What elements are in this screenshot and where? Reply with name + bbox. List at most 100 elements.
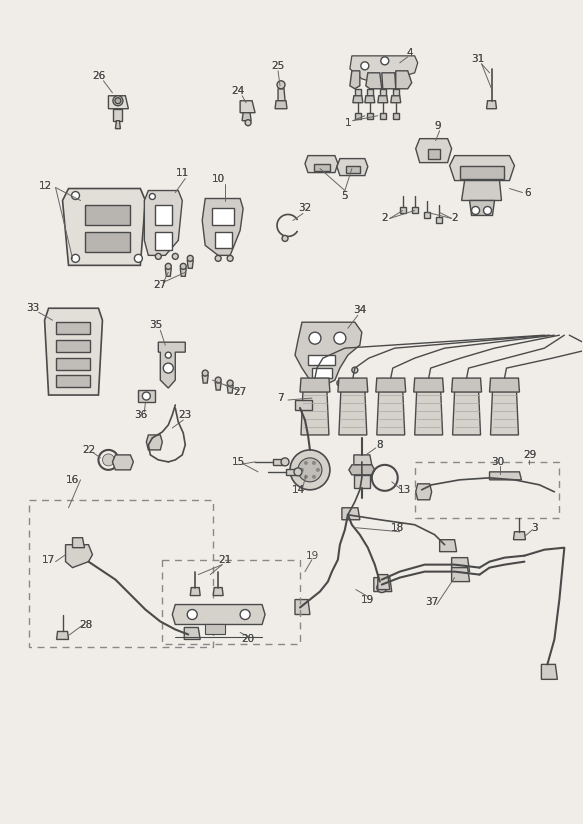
Circle shape	[337, 380, 343, 386]
Circle shape	[72, 255, 79, 262]
Text: 23: 23	[178, 410, 192, 420]
Text: 27: 27	[154, 280, 167, 290]
Text: 32: 32	[298, 204, 311, 213]
Text: 14: 14	[292, 485, 304, 495]
Circle shape	[173, 253, 178, 260]
Polygon shape	[72, 538, 85, 548]
Polygon shape	[415, 390, 442, 435]
Polygon shape	[65, 545, 93, 568]
Text: 26: 26	[92, 71, 105, 81]
Text: 32: 32	[298, 204, 311, 213]
Circle shape	[245, 119, 251, 126]
Polygon shape	[155, 232, 173, 250]
Circle shape	[316, 468, 320, 472]
Text: 15: 15	[231, 456, 245, 467]
Polygon shape	[355, 89, 361, 96]
Polygon shape	[295, 400, 312, 410]
Circle shape	[282, 236, 288, 241]
Polygon shape	[382, 73, 396, 89]
Polygon shape	[354, 475, 370, 488]
Text: 10: 10	[212, 174, 224, 184]
Circle shape	[187, 610, 197, 620]
Polygon shape	[393, 89, 399, 96]
Text: 13: 13	[398, 485, 412, 495]
Polygon shape	[286, 469, 296, 475]
Polygon shape	[378, 96, 388, 103]
Text: 7: 7	[277, 393, 283, 403]
Polygon shape	[393, 113, 399, 119]
Circle shape	[103, 454, 114, 466]
Polygon shape	[240, 101, 255, 113]
Circle shape	[149, 194, 155, 199]
Polygon shape	[55, 340, 90, 352]
Text: 3: 3	[531, 522, 538, 533]
Text: 19: 19	[305, 550, 318, 560]
Circle shape	[215, 255, 221, 261]
Text: 20: 20	[241, 634, 255, 644]
Polygon shape	[187, 260, 193, 269]
Polygon shape	[295, 600, 310, 615]
Text: 2: 2	[451, 213, 458, 223]
Polygon shape	[114, 109, 122, 120]
Circle shape	[155, 253, 161, 260]
Text: 8: 8	[377, 440, 383, 450]
Polygon shape	[300, 378, 330, 392]
Polygon shape	[212, 208, 234, 226]
Text: 5: 5	[342, 190, 348, 200]
Text: 3: 3	[531, 522, 538, 533]
Polygon shape	[338, 378, 368, 392]
Text: 25: 25	[272, 61, 285, 71]
Polygon shape	[190, 588, 200, 596]
Text: 1: 1	[345, 118, 351, 128]
Circle shape	[166, 264, 171, 269]
Polygon shape	[337, 158, 368, 176]
Circle shape	[361, 62, 369, 70]
Text: 2: 2	[381, 213, 388, 223]
Circle shape	[134, 255, 142, 262]
Polygon shape	[159, 342, 185, 388]
Polygon shape	[346, 166, 360, 172]
Polygon shape	[542, 664, 557, 679]
Text: 16: 16	[66, 475, 79, 485]
Circle shape	[290, 450, 330, 489]
Circle shape	[277, 81, 285, 89]
Polygon shape	[113, 455, 134, 470]
Polygon shape	[312, 368, 332, 378]
Text: 27: 27	[234, 387, 247, 397]
Polygon shape	[376, 378, 406, 392]
Text: 1: 1	[345, 118, 351, 128]
Polygon shape	[115, 120, 121, 129]
Text: 24: 24	[231, 86, 245, 96]
Polygon shape	[55, 322, 90, 335]
Polygon shape	[391, 96, 401, 103]
Polygon shape	[354, 455, 372, 465]
Text: 16: 16	[66, 475, 79, 485]
Text: 33: 33	[26, 303, 39, 313]
Polygon shape	[227, 385, 233, 393]
Polygon shape	[416, 484, 431, 500]
Circle shape	[309, 332, 321, 344]
Polygon shape	[108, 96, 128, 109]
Text: 29: 29	[523, 450, 536, 460]
Polygon shape	[380, 113, 386, 119]
Text: 18: 18	[391, 522, 405, 533]
Text: 22: 22	[82, 445, 95, 455]
Circle shape	[300, 468, 304, 472]
Text: 17: 17	[42, 555, 55, 564]
Polygon shape	[452, 568, 469, 582]
Polygon shape	[273, 459, 283, 465]
Text: 8: 8	[377, 440, 383, 450]
Polygon shape	[173, 605, 265, 625]
Text: 25: 25	[272, 61, 285, 71]
Text: 21: 21	[219, 555, 232, 564]
Polygon shape	[462, 180, 501, 200]
Polygon shape	[367, 113, 373, 119]
Polygon shape	[184, 628, 200, 639]
Polygon shape	[275, 101, 287, 109]
Circle shape	[202, 370, 208, 376]
Circle shape	[334, 332, 346, 344]
Polygon shape	[365, 96, 375, 103]
Polygon shape	[374, 578, 392, 592]
Polygon shape	[301, 390, 329, 435]
Polygon shape	[490, 378, 519, 392]
